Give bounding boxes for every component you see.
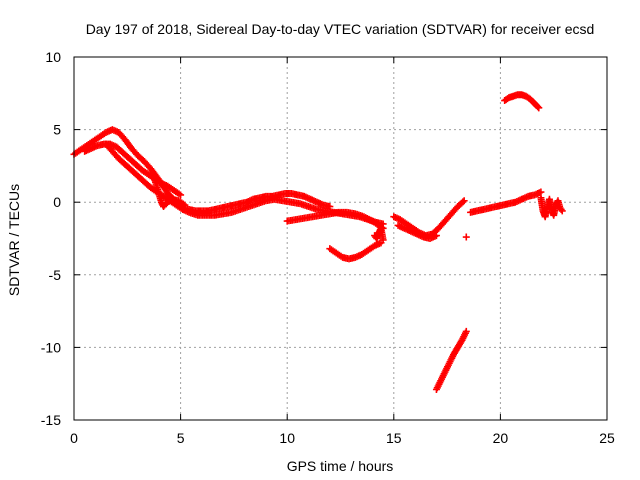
data-point bbox=[177, 191, 185, 199]
data-point bbox=[462, 233, 470, 241]
y-tick-label: -15 bbox=[41, 412, 61, 428]
x-tick-label: 25 bbox=[599, 430, 615, 446]
plot-frame bbox=[73, 56, 608, 421]
data-point bbox=[557, 205, 565, 213]
data-points bbox=[70, 91, 566, 394]
data-point bbox=[535, 104, 543, 112]
series-track-l bbox=[467, 188, 545, 216]
x-tick-label: 10 bbox=[279, 430, 295, 446]
data-point bbox=[432, 232, 440, 240]
series-track-g bbox=[371, 224, 387, 244]
series-track-c bbox=[102, 140, 387, 228]
x-axis-label: GPS time / hours bbox=[287, 458, 394, 474]
data-point bbox=[460, 197, 468, 205]
x-tick-label: 20 bbox=[493, 430, 509, 446]
data-point bbox=[462, 327, 470, 335]
series-track-k bbox=[462, 233, 470, 241]
grid-lines bbox=[74, 57, 607, 420]
series-track-j bbox=[432, 327, 470, 394]
y-tick-label: 10 bbox=[45, 49, 61, 65]
x-tick-label: 0 bbox=[70, 430, 78, 446]
x-tick-label: 5 bbox=[177, 430, 185, 446]
series-track-i bbox=[394, 221, 440, 242]
data-point bbox=[534, 103, 542, 111]
data-point bbox=[326, 203, 334, 211]
y-axis-label: SDTVAR / TECUs bbox=[6, 184, 22, 296]
data-point bbox=[379, 236, 387, 244]
x-tick-label: 15 bbox=[386, 430, 402, 446]
series-track-f bbox=[326, 239, 385, 263]
series-track-m bbox=[501, 91, 543, 112]
y-tick-label: 0 bbox=[53, 194, 61, 210]
series-track-h bbox=[390, 197, 468, 240]
y-tick-label: -10 bbox=[41, 339, 61, 355]
data-point bbox=[181, 201, 189, 209]
data-point bbox=[558, 207, 566, 215]
series-track-e bbox=[283, 208, 387, 232]
chart-title: Day 197 of 2018, Sidereal Day-to-day VTE… bbox=[86, 21, 595, 37]
data-point bbox=[459, 198, 467, 206]
y-tick-label: -5 bbox=[49, 267, 62, 283]
y-tick-label: 5 bbox=[53, 122, 61, 138]
series-track-n bbox=[537, 194, 566, 221]
series-track-d bbox=[151, 176, 189, 211]
axis-ticks: 0 5 10 15 20 25 -15 -10 -5 0 5 10 bbox=[41, 49, 615, 446]
